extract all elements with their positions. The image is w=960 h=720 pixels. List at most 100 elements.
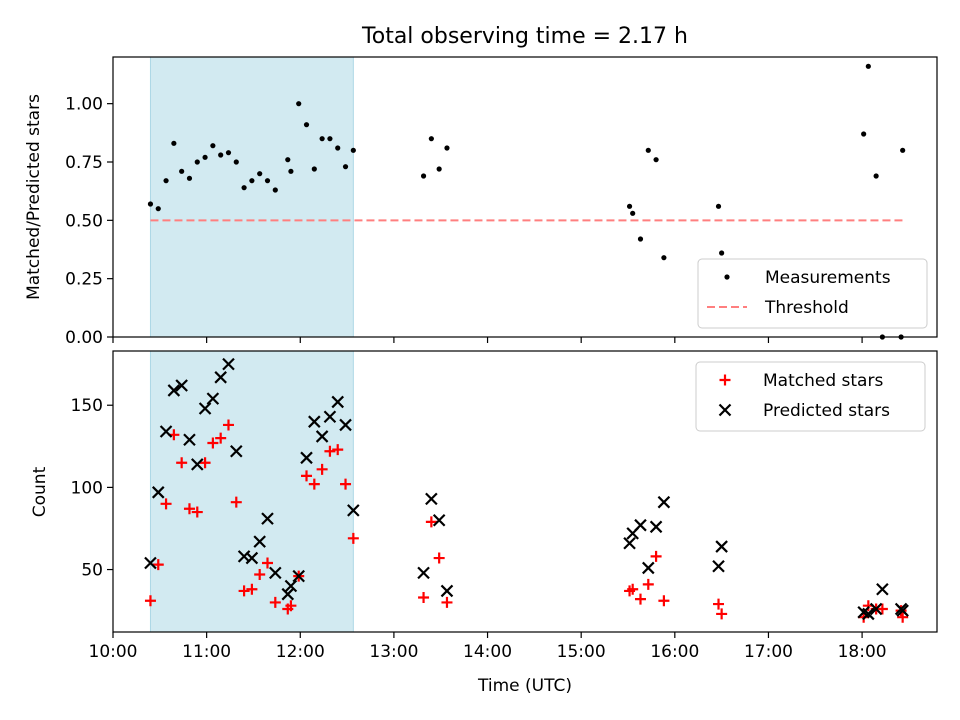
predicted-star-point: [300, 451, 313, 465]
measurement-point: [202, 154, 208, 160]
matched-star-point: [222, 419, 234, 431]
measurement-point: [264, 178, 271, 184]
matched-star-point: [246, 583, 258, 595]
legend-box: [695, 361, 926, 432]
predicted-star-point: [649, 520, 663, 534]
measurement-point: [715, 203, 722, 209]
measurement-point: [163, 178, 169, 184]
measurement-point: [865, 63, 871, 69]
matched-star-point: [340, 478, 352, 490]
measurement-point: [285, 157, 291, 163]
predicted-star-point: [862, 607, 875, 621]
predicted-star-point: [339, 418, 352, 432]
predicted-star-point: [198, 402, 212, 415]
matched-star-point: [238, 585, 250, 597]
x-tick-label: 14:00: [463, 642, 512, 662]
predicted-star-point: [284, 579, 298, 593]
predicted-star-point: [261, 512, 274, 525]
predicted-star-point: [269, 566, 282, 580]
y-tick-label: 0.00: [65, 328, 103, 348]
matched-star-point: [301, 470, 313, 482]
matched-star-point: [215, 432, 227, 444]
x-tick-label: 11:00: [182, 642, 231, 662]
measurement-point: [653, 157, 659, 163]
matched-star-point: [160, 498, 172, 510]
measurement-point: [719, 250, 725, 256]
predicted-star-point: [281, 587, 295, 601]
predicted-star-point: [292, 569, 305, 583]
predicted-star-point: [308, 415, 321, 428]
matched-star-point: [642, 578, 654, 590]
predicted-star-point: [253, 535, 266, 548]
measurement-point: [225, 150, 232, 156]
y-tick-label: 0.25: [65, 270, 103, 290]
y-tick-label: 100: [71, 478, 103, 498]
measurement-point: [444, 145, 450, 151]
matched-star-point: [183, 503, 195, 515]
matched-star-point: [441, 596, 453, 608]
legend-label: Predicted stars: [763, 401, 890, 421]
x-tick-label: 16:00: [650, 642, 699, 662]
bottom-y-ticks: 50 100 150: [71, 396, 113, 581]
predicted-star-point: [175, 379, 188, 392]
matched-star-point: [418, 591, 430, 603]
bottom-marks-layer: [144, 357, 909, 623]
predicted-star-point: [144, 556, 157, 570]
predicted-star-point: [623, 536, 636, 550]
predicted-star-point: [190, 458, 204, 471]
matched-star-point: [332, 444, 344, 456]
matched-star-point: [876, 603, 888, 615]
predicted-star-point: [323, 410, 337, 424]
bottom-x-ticks: 10:00 11:00 12:00 13:00 14:00 15:00 16:00 17:00…: [89, 632, 887, 662]
measurement-point: [350, 147, 356, 153]
measurement-point: [288, 168, 294, 174]
matched-star-point: [191, 506, 203, 518]
predicted-star-point: [331, 395, 345, 409]
top-y-ticks: 0.00 0.25 0.50 0.75 1.00: [65, 95, 113, 348]
legend-matched-swatch: [719, 374, 731, 386]
measurement-point: [186, 175, 193, 181]
predicted-star-point: [206, 392, 220, 405]
predicted-star-point: [159, 425, 173, 438]
matched-star-point: [269, 596, 281, 608]
measurement-point: [436, 166, 442, 172]
matched-star-point: [152, 559, 164, 571]
predicted-star-point: [183, 433, 196, 447]
predicted-star-point: [634, 518, 647, 532]
predicted-star-point: [869, 602, 883, 616]
measurement-point: [873, 173, 879, 179]
measurement-point: [327, 136, 333, 142]
y-tick-label: 50: [81, 561, 103, 581]
matched-star-point: [254, 568, 266, 580]
top-shaded-region-layer: [149, 56, 354, 338]
measurement-point: [155, 206, 161, 212]
legend-box: [697, 258, 928, 329]
x-tick-label: 12:00: [276, 642, 325, 662]
chart-title: Total observing time = 2.17 h: [361, 24, 688, 49]
predicted-star-point: [425, 492, 438, 506]
predicted-star-point: [712, 559, 725, 573]
bottom-axes-frame: [112, 350, 938, 633]
predicted-star-point: [642, 561, 655, 575]
predicted-star-point: [715, 540, 728, 553]
matched-star-point: [144, 595, 156, 607]
measurement-point: [319, 136, 325, 142]
matched-star-point: [433, 552, 445, 564]
predicted-star-point: [876, 582, 889, 596]
top-y-axis-label: Matched/Predicted stars: [24, 94, 44, 300]
measurement-point: [241, 185, 247, 191]
predicted-star-point: [245, 551, 259, 565]
measurement-point: [626, 203, 633, 209]
predicted-star-point: [417, 566, 430, 580]
matched-star-point: [895, 605, 907, 617]
matched-star-point: [713, 598, 725, 610]
measurement-point: [645, 147, 651, 153]
matched-star-point: [199, 457, 211, 469]
shaded-observing-window: [149, 56, 354, 338]
measurement-point: [218, 152, 224, 158]
measurement-point: [194, 159, 200, 165]
predicted-star-point: [214, 371, 227, 384]
measurement-point: [171, 140, 177, 146]
